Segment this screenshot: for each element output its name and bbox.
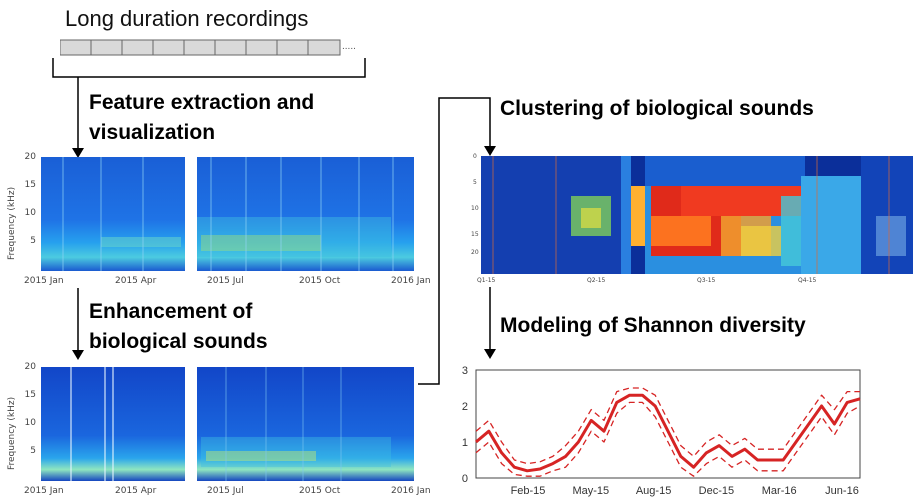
enhancement-arrow bbox=[72, 288, 84, 360]
spec1-ylabel: Frequency (kHz) bbox=[7, 186, 17, 260]
spectrogram-enhanced bbox=[41, 367, 414, 481]
ytick-label: 1 bbox=[462, 437, 468, 449]
bracket-connector bbox=[52, 58, 366, 158]
recordings-title: Long duration recordings bbox=[65, 6, 309, 31]
spec1-xtick-1: 2015 Apr bbox=[115, 276, 157, 286]
shannon-chart: 3 2 1 0 Feb-15 May-15 Aug-15 Dec-15 Mar-16 Jun-1… bbox=[450, 360, 870, 500]
xtick-label: May-15 bbox=[572, 485, 609, 497]
ytick-label: 0 bbox=[462, 473, 468, 485]
spec1-ytick-5: 5 bbox=[30, 236, 36, 246]
spec1-xtick-2: 2015 Jul bbox=[207, 276, 244, 286]
cluster-connector bbox=[418, 97, 496, 385]
cluster-ytick-10: 10 bbox=[471, 205, 479, 212]
ytick-label: 3 bbox=[462, 365, 468, 377]
shannon-chart-svg: 3 2 1 0 Feb-15 May-15 Aug-15 Dec-15 Mar-16 Jun-1… bbox=[462, 365, 861, 497]
feature-extraction-line1: Feature extraction and bbox=[89, 91, 315, 114]
spec1-xtick-0: 2015 Jan bbox=[24, 276, 64, 286]
cluster-ytick-0: 0 bbox=[473, 153, 477, 160]
clustering-label: Clustering of biological sounds bbox=[500, 97, 814, 120]
spec2-xtick-4: 2016 Jan bbox=[391, 486, 431, 496]
diversity-mean-line bbox=[475, 393, 861, 473]
spec2-xtick-2: 2015 Jul bbox=[207, 486, 244, 496]
cluster-ytick-15: 15 bbox=[471, 231, 479, 238]
strip-ellipsis: ..... bbox=[342, 41, 356, 52]
enhancement-line1: Enhancement of bbox=[89, 300, 253, 323]
recording-strip bbox=[60, 39, 341, 56]
xtick-label: Aug-15 bbox=[636, 485, 671, 497]
cluster-xtick-1: Q2-15 bbox=[587, 277, 606, 284]
spec2-xtick-3: 2015 Oct bbox=[299, 486, 341, 496]
spectrogram-raw bbox=[41, 157, 414, 271]
cluster-xtick-2: Q3-15 bbox=[697, 277, 716, 284]
modeling-label: Modeling of Shannon diversity bbox=[500, 314, 806, 337]
spec2-ytick-15: 15 bbox=[24, 390, 36, 400]
cluster-xtick-3: Q4-15 bbox=[798, 277, 817, 284]
feature-extraction-label: Feature extraction and visualization bbox=[89, 88, 314, 148]
spec1-xtick-3: 2015 Oct bbox=[299, 276, 341, 286]
spec2-xtick-0: 2015 Jan bbox=[24, 486, 64, 496]
spec2-ylabel: Frequency (kHz) bbox=[7, 396, 17, 470]
spec1-ytick-15: 15 bbox=[24, 180, 36, 190]
xtick-label: Dec-15 bbox=[699, 485, 734, 497]
spec2-ytick-20: 20 bbox=[24, 362, 36, 372]
spec1-ytick-20: 20 bbox=[24, 152, 36, 162]
spec2-ytick-10: 10 bbox=[24, 418, 36, 428]
cluster-map bbox=[481, 156, 913, 274]
modeling-arrow bbox=[484, 287, 496, 359]
ytick-label: 2 bbox=[462, 401, 468, 413]
diversity-ci-line bbox=[475, 401, 861, 477]
cluster-ytick-20: 20 bbox=[471, 249, 479, 256]
diversity-ci-line bbox=[475, 387, 860, 465]
xtick-label: Mar-16 bbox=[762, 485, 797, 497]
spec2-xtick-1: 2015 Apr bbox=[115, 486, 157, 496]
enhancement-label: Enhancement of biological sounds bbox=[89, 297, 268, 357]
cluster-xtick-0: Q1-15 bbox=[477, 277, 496, 284]
spec2-ytick-5: 5 bbox=[30, 446, 36, 456]
cluster-ytick-5: 5 bbox=[473, 179, 477, 186]
plot-frame bbox=[475, 369, 861, 479]
spec1-xtick-4: 2016 Jan bbox=[391, 276, 431, 286]
feature-extraction-line2: visualization bbox=[89, 121, 216, 144]
xtick-label: Jun-16 bbox=[825, 485, 859, 497]
xtick-label: Feb-15 bbox=[511, 485, 546, 497]
enhancement-line2: biological sounds bbox=[89, 330, 268, 353]
spec1-ytick-10: 10 bbox=[24, 208, 36, 218]
